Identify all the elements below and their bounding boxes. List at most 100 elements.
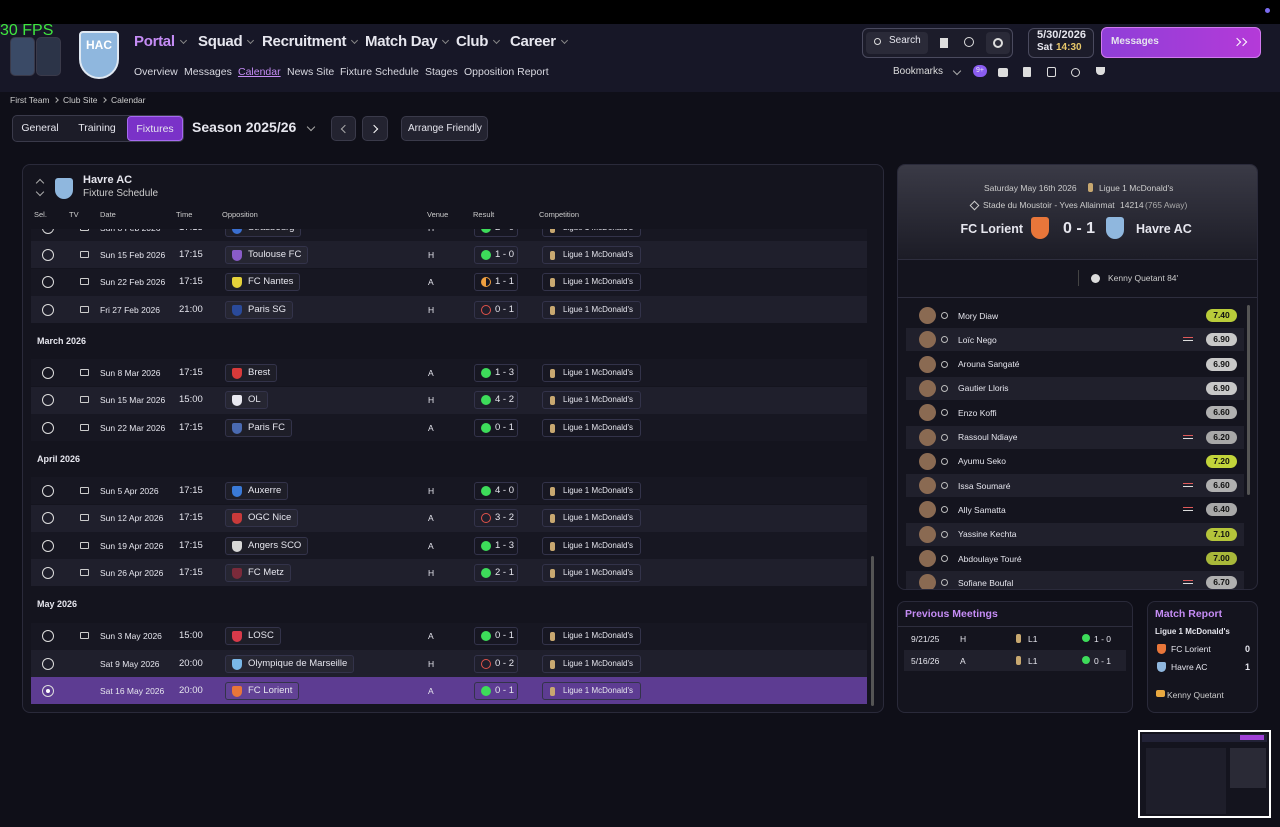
- fixture-row[interactable]: Sun 22 Mar 2026 17:15 Paris FC A 0 - 1 Ligue …: [31, 414, 867, 442]
- sub-nav-item[interactable]: News Site: [287, 66, 335, 78]
- season-selector[interactable]: Season 2025/26: [192, 119, 297, 135]
- report-team[interactable]: Havre AC: [1171, 662, 1208, 672]
- messages-button[interactable]: Messages: [1101, 27, 1261, 58]
- opposition-pill[interactable]: Strasbourg: [225, 229, 301, 237]
- prev-season-button[interactable]: [331, 116, 356, 141]
- select-radio[interactable]: [42, 421, 54, 434]
- competition-pill[interactable]: Ligue 1 McDonald's: [542, 536, 641, 555]
- tab[interactable]: Training: [68, 116, 126, 141]
- tab[interactable]: General: [13, 116, 67, 141]
- player-row[interactable]: Mory Diaw 7.40: [906, 304, 1244, 327]
- report-icon[interactable]: [1023, 67, 1031, 77]
- player-row[interactable]: Arouna Sangaté 6.90: [906, 353, 1244, 376]
- tab[interactable]: Fixtures: [127, 116, 183, 141]
- column-header[interactable]: Competition: [539, 210, 580, 219]
- competition-pill[interactable]: Ligue 1 McDonald's: [542, 627, 641, 646]
- result-pill[interactable]: 0 - 2: [474, 654, 518, 673]
- meeting-row[interactable]: 9/21/25 H L1 1 - 0: [904, 628, 1126, 649]
- nav-item[interactable]: Club: [456, 33, 489, 50]
- result-pill[interactable]: 4 - 0: [474, 481, 518, 500]
- select-radio[interactable]: [42, 249, 54, 262]
- fixture-row[interactable]: Sat 9 May 2026 20:00 Olympique de Marseill…: [31, 649, 867, 677]
- opposition-pill[interactable]: Auxerre: [225, 481, 288, 500]
- opposition-pill[interactable]: Paris SG: [225, 300, 293, 319]
- report-team[interactable]: FC Lorient: [1171, 644, 1211, 654]
- player-name[interactable]: Sofiane Boufal: [958, 577, 1014, 588]
- player-row[interactable]: Enzo Koffi 6.60: [906, 401, 1244, 424]
- bookmarks-menu[interactable]: Bookmarks: [893, 66, 944, 77]
- player-name[interactable]: Ally Samatta: [958, 504, 1006, 515]
- fixture-row[interactable]: Sun 19 Apr 2026 17:15 Angers SCO A 1 - 3 Ligu…: [31, 532, 867, 559]
- notification-badge[interactable]: 9+: [973, 65, 987, 77]
- player-row[interactable]: Rassoul Ndiaye 6.20: [906, 425, 1244, 449]
- column-header[interactable]: TV: [69, 210, 79, 219]
- player-row[interactable]: Abdoulaye Touré 7.00: [906, 547, 1244, 570]
- nav-item[interactable]: Recruitment: [262, 33, 347, 50]
- forward-button[interactable]: [36, 37, 61, 76]
- competition-pill[interactable]: Ligue 1 McDonald's: [542, 418, 641, 437]
- staff-icon[interactable]: [1047, 67, 1056, 77]
- player-row[interactable]: Ayumu Seko 7.20: [906, 450, 1244, 473]
- breadcrumb-item[interactable]: Club Site: [63, 95, 98, 105]
- competition-pill[interactable]: Ligue 1 McDonald's: [542, 564, 641, 583]
- player-scrollbar[interactable]: [1247, 305, 1250, 495]
- opposition-pill[interactable]: OL: [225, 391, 268, 410]
- result-pill[interactable]: 2 - 0: [474, 229, 518, 237]
- breadcrumb-item[interactable]: Calendar: [111, 95, 146, 105]
- player-row[interactable]: Sofiane Boufal 6.70: [906, 571, 1244, 589]
- opposition-pill[interactable]: OGC Nice: [225, 509, 298, 528]
- sub-nav-item[interactable]: Stages: [425, 66, 458, 78]
- opposition-pill[interactable]: FC Nantes: [225, 273, 300, 292]
- column-header[interactable]: Opposition: [222, 210, 258, 219]
- fixture-row[interactable]: Sun 22 Feb 2026 17:15 FC Nantes A 1 - 1 Ligue…: [31, 268, 867, 296]
- arrange-friendly-button[interactable]: Arrange Friendly: [401, 116, 488, 141]
- result-pill[interactable]: 4 - 2: [474, 391, 518, 410]
- select-radio[interactable]: [42, 657, 54, 670]
- competition-pill[interactable]: Ligue 1 McDonald's: [542, 391, 641, 410]
- player-name[interactable]: Mory Diaw: [958, 310, 999, 321]
- result-pill[interactable]: 1 - 3: [474, 536, 518, 555]
- fixture-row[interactable]: Fri 27 Feb 2026 21:00 Paris SG H 0 - 1 Ligue …: [31, 296, 867, 324]
- opposition-pill[interactable]: LOSC: [225, 627, 281, 646]
- refresh-icon[interactable]: [1071, 68, 1080, 77]
- player-name[interactable]: Issa Soumaré: [958, 480, 1011, 491]
- select-radio[interactable]: [42, 276, 54, 289]
- bookmark-icon[interactable]: [940, 38, 948, 48]
- breadcrumb-item[interactable]: First Team: [10, 95, 50, 105]
- column-header[interactable]: Date: [100, 210, 116, 219]
- fixture-row[interactable]: Sun 12 Apr 2026 17:15 OGC Nice A 3 - 2 Ligue …: [31, 504, 867, 532]
- fixture-row[interactable]: Sun 3 May 2026 15:00 LOSC A 0 - 1 Ligue 1 McD…: [31, 622, 867, 650]
- player-name[interactable]: Arouna Sangaté: [958, 359, 1020, 370]
- fixture-row[interactable]: Sat 16 May 2026 20:00 FC Lorient A 0 - 1 Ligu…: [31, 677, 867, 705]
- select-radio[interactable]: [42, 303, 54, 316]
- select-radio[interactable]: [42, 229, 54, 234]
- competition-pill[interactable]: Ligue 1 McDonald's: [542, 509, 641, 528]
- competition-pill[interactable]: Ligue 1 McDonald's: [542, 300, 641, 319]
- column-header[interactable]: Sel.: [34, 210, 47, 219]
- nav-item[interactable]: Squad: [198, 33, 243, 50]
- column-header[interactable]: Result: [473, 210, 495, 219]
- result-pill[interactable]: 1 - 1: [474, 273, 518, 292]
- select-radio[interactable]: [42, 512, 54, 525]
- competition-pill[interactable]: Ligue 1 McDonald's: [542, 246, 641, 265]
- kit-icon[interactable]: [998, 68, 1008, 77]
- player-name[interactable]: Gautier Lloris: [958, 383, 1009, 394]
- fixture-row[interactable]: Sun 26 Apr 2026 17:15 FC Metz H 2 - 1 Ligue 1…: [31, 559, 867, 587]
- player-name[interactable]: Enzo Koffi: [958, 407, 997, 418]
- select-radio[interactable]: [42, 630, 54, 643]
- sub-nav-item[interactable]: Opposition Report: [464, 66, 549, 78]
- opposition-pill[interactable]: Olympique de Marseille: [225, 654, 354, 673]
- sub-nav-item[interactable]: Overview: [134, 66, 178, 78]
- competition-pill[interactable]: Ligue 1 McDonald's: [542, 654, 641, 673]
- opposition-pill[interactable]: Angers SCO: [225, 536, 308, 555]
- player-name[interactable]: Rassoul Ndiaye: [958, 432, 1018, 442]
- player-name[interactable]: Abdoulaye Touré: [958, 553, 1022, 564]
- opposition-pill[interactable]: Toulouse FC: [225, 246, 308, 265]
- select-radio[interactable]: [42, 539, 54, 552]
- result-pill[interactable]: 0 - 1: [474, 627, 518, 646]
- result-pill[interactable]: 3 - 2: [474, 509, 518, 528]
- result-pill[interactable]: 1 - 3: [474, 363, 518, 382]
- select-radio[interactable]: [42, 366, 54, 379]
- minimap[interactable]: [1138, 730, 1271, 818]
- date-box[interactable]: [1028, 28, 1094, 58]
